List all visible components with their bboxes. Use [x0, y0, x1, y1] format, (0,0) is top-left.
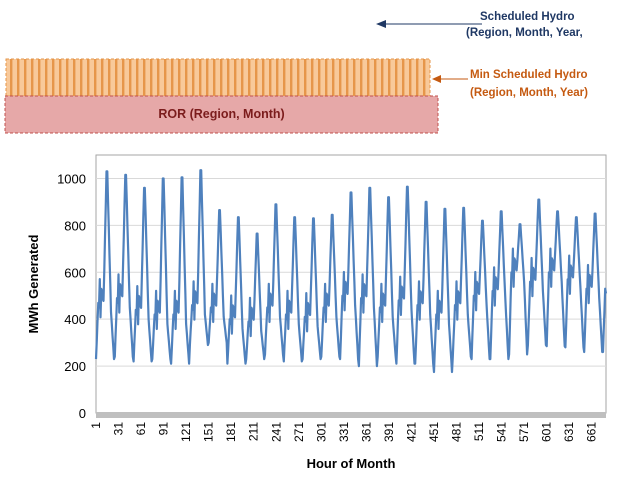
y-tick-label: 0: [79, 406, 86, 421]
x-tick-label: 571: [517, 422, 531, 442]
x-tick-label: 331: [337, 422, 351, 442]
hydro-diagram: Scheduled Hydro (Region, Month, Year, Mi…: [0, 0, 624, 145]
x-tick-label: 451: [427, 422, 441, 442]
x-tick-label: 301: [314, 422, 328, 442]
x-tick-label: 271: [292, 422, 306, 442]
x-axis-line: [96, 412, 606, 418]
x-tick-label: 391: [382, 422, 396, 442]
y-axis-label: MWh Generated: [26, 234, 41, 333]
min-scheduled-hydro-arrow-head: [432, 75, 441, 83]
x-tick-label: 631: [562, 422, 576, 442]
x-tick-label: 601: [540, 422, 554, 442]
x-tick-label: 541: [495, 422, 509, 442]
hydro-diagram-svg: [4, 20, 482, 134]
x-tick-label: 421: [404, 422, 418, 442]
y-tick-label: 800: [64, 218, 86, 233]
x-tick-label: 481: [450, 422, 464, 442]
ror-box: [4, 95, 439, 134]
x-tick-label: 121: [179, 422, 193, 442]
min-scheduled-hydro-band: [6, 59, 430, 96]
generation-chart: 0 200 400 600 800 1000 1 31 61 91 121 151 181 211 241…: [0, 140, 624, 494]
y-tick-label: 600: [64, 265, 86, 280]
x-tick-label: 241: [269, 422, 283, 442]
x-tick-label: 61: [134, 422, 148, 436]
y-tick-label: 200: [64, 359, 86, 374]
scheduled-hydro-label: Scheduled Hydro: [480, 11, 575, 23]
series-line: [94, 169, 608, 374]
x-tick-label: 31: [112, 422, 126, 436]
x-axis-ticks: 1 31 61 91 121 151 181 211 241 271 301 331 361 391 421…: [89, 422, 599, 442]
x-tick-label: 1: [89, 422, 103, 429]
ror-label: ROR (Region, Month): [158, 107, 285, 121]
x-tick-label: 211: [247, 422, 261, 441]
y-axis-ticks: 0 200 400 600 800 1000: [57, 171, 86, 421]
x-tick-label: 661: [585, 422, 599, 442]
x-tick-label: 361: [359, 422, 373, 442]
x-tick-label: 91: [157, 422, 171, 436]
x-tick-label: 181: [224, 422, 238, 442]
scheduled-hydro-sublabel: (Region, Month, Year,: [466, 27, 583, 39]
x-axis-label: Hour of Month: [307, 456, 396, 471]
scheduled-hydro-arrow-head: [376, 20, 386, 28]
y-tick-label: 1000: [57, 171, 86, 186]
x-tick-label: 151: [202, 422, 216, 442]
min-scheduled-hydro-sublabel: (Region, Month, Year): [470, 87, 588, 99]
y-tick-label: 400: [64, 312, 86, 327]
generation-chart-svg: 0 200 400 600 800 1000 1 31 61 91 121 151 181 211 241…: [26, 154, 608, 471]
min-scheduled-hydro-label: Min Scheduled Hydro: [470, 69, 588, 81]
x-tick-label: 511: [472, 422, 486, 441]
